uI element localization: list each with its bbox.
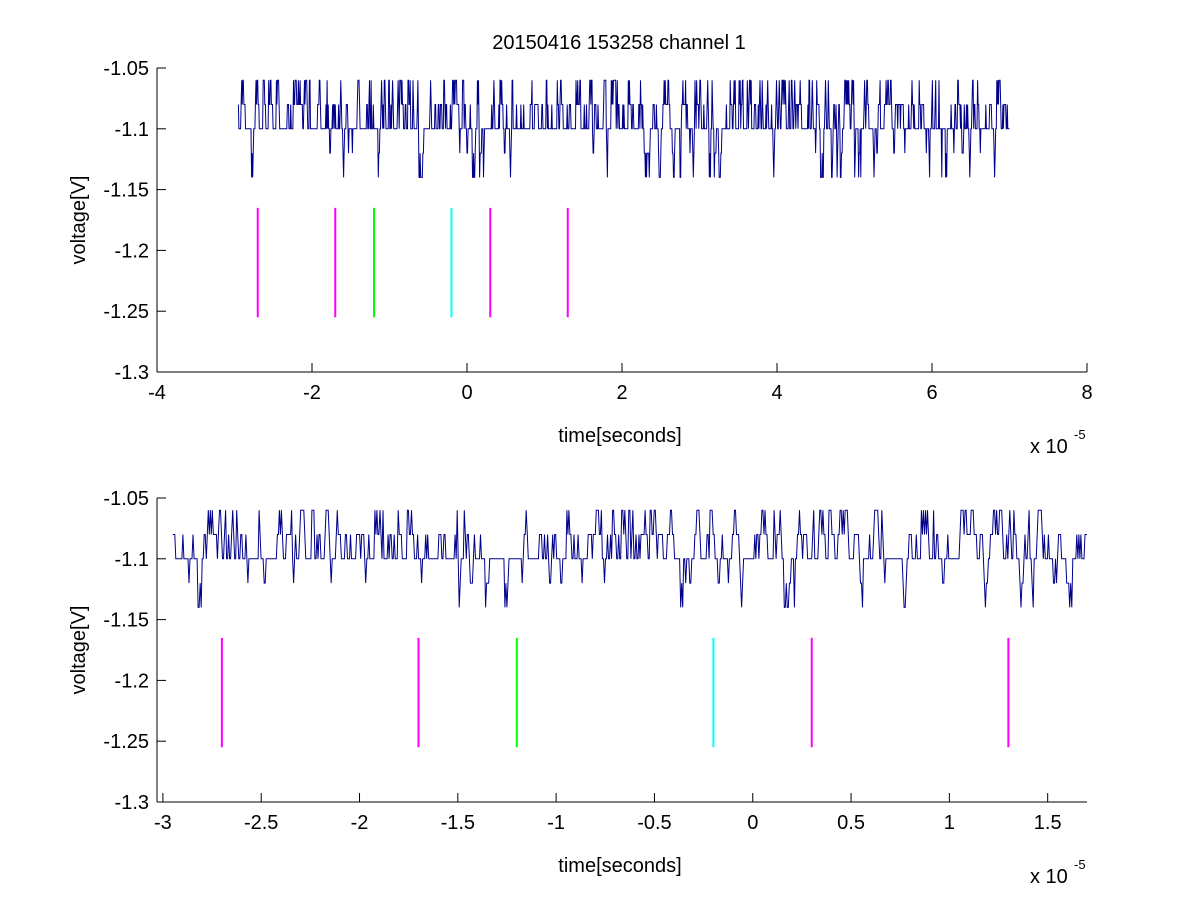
- x-tick-label: -1: [547, 812, 565, 834]
- x-tick-label: -1.5: [441, 812, 475, 834]
- x-tick-label: -0.5: [637, 812, 671, 834]
- x-multiplier-exponent: -5: [1074, 427, 1086, 442]
- x-tick-label: 1.5: [1034, 812, 1062, 834]
- y-tick-label: -1.15: [103, 180, 149, 202]
- x-tick-label: 4: [771, 382, 782, 404]
- y-tick-label: -1.2: [115, 670, 149, 692]
- y-tick-label: -1.2: [115, 240, 149, 262]
- x-multiplier-exponent: -5: [1074, 857, 1086, 872]
- x-tick-label: 0.5: [837, 812, 865, 834]
- x-tick-label: 8: [1081, 382, 1092, 404]
- y-tick-label: -1.3: [115, 792, 149, 814]
- y-tick-label: -1.05: [103, 488, 149, 510]
- x-tick-label: -2: [351, 812, 369, 834]
- y-tick-label: -1.15: [103, 610, 149, 632]
- x-tick-label: -2: [303, 382, 321, 404]
- bottom-subplot: -3 -2.5 -2 -1.5 -1 -0.5 0 0.5 1 1.5 -1.05 -1.1 -1.15…: [68, 488, 1087, 888]
- voltage-trace: [172, 509, 1087, 608]
- x-tick-label: -4: [148, 382, 166, 404]
- x-tick-label: -3: [154, 812, 172, 834]
- top-subplot: -4 -2 0 2 4 6 8 -1.05 -1.1 -1.15 -1.2 -1.25 -1.3 time…: [68, 58, 1093, 458]
- x-tick-label: 0: [747, 812, 758, 834]
- y-tick-label: -1.1: [115, 549, 149, 571]
- x-tick-label: 1: [944, 812, 955, 834]
- x-tick-label: 6: [926, 382, 937, 404]
- x-multiplier-label: x 10: [1030, 436, 1068, 458]
- figure-title: 20150416 153258 channel 1: [492, 32, 746, 54]
- y-tick-label: -1.1: [115, 119, 149, 141]
- y-tick-label: -1.05: [103, 58, 149, 80]
- voltage-trace: [237, 79, 1010, 178]
- y-axis-label: voltage[V]: [68, 606, 90, 695]
- y-tick-label: -1.3: [115, 362, 149, 384]
- y-tick-label: -1.25: [103, 301, 149, 323]
- y-tick-label: -1.25: [103, 731, 149, 753]
- x-axis-label: time[seconds]: [558, 855, 681, 877]
- x-axis-label: time[seconds]: [558, 425, 681, 447]
- x-multiplier-label: x 10: [1030, 866, 1068, 888]
- x-tick-label: 2: [616, 382, 627, 404]
- x-tick-label: -2.5: [244, 812, 278, 834]
- y-axis-label: voltage[V]: [68, 176, 90, 265]
- x-tick-label: 0: [461, 382, 472, 404]
